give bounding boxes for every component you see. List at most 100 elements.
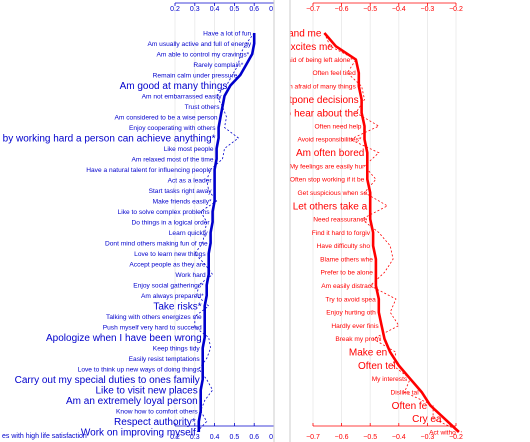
item-label: Prefer to be alone [320, 270, 373, 277]
item-label: Push myself very hard to succeed [103, 324, 202, 331]
tick-label-bottom: 0.4 [210, 434, 220, 441]
item-label: Act witho [429, 429, 456, 436]
item-label: Learn quickly [169, 230, 209, 237]
tick-label-top: 0.6 [249, 6, 259, 13]
item-label: Know how to comfort others [116, 408, 198, 415]
item-label: Enjoy hurting oth [326, 310, 376, 317]
item-label: Dont mind others making fun of me [105, 240, 208, 247]
item-label: Have a natural talent for influencing pe… [86, 167, 212, 174]
item-label: Take risks* [153, 302, 201, 313]
tick-label-top: 0.3 [190, 6, 200, 13]
item-label: Apologize when I have been wrong [46, 333, 202, 344]
tick-label-bottom: −0.2 [449, 434, 463, 441]
dashed-series-line [324, 32, 462, 433]
item-label: Break my promi [335, 336, 382, 343]
item-label: Often fe [392, 401, 428, 412]
item-label: Am relaxed most of the time [131, 156, 213, 163]
item-label: Love to think up new ways of doing thing… [78, 366, 201, 373]
tick-label-bottom: 0.3 [190, 434, 200, 441]
item-label: Try to avoid spea [325, 296, 376, 303]
tick-label-top: −0.6 [335, 6, 349, 13]
item-label: Accept people as they are [129, 261, 206, 268]
item-label: Often feel tired [313, 70, 357, 77]
item-label: Make en [349, 348, 387, 359]
item-label: Like to visit new places [95, 386, 197, 397]
item-label: Often feel that others misunderstand me [143, 29, 322, 40]
item-label: Am usually active and full of energy [147, 41, 251, 48]
item-label: Keep things tidy [153, 345, 201, 352]
item-label: Often stop working if it be [290, 177, 365, 184]
item-label: Postpone decisions [272, 95, 359, 106]
item-label: Hardly ever finis [331, 323, 379, 330]
tick-label-top: −0.3 [420, 6, 434, 13]
item-label: Am always prepared* [141, 293, 204, 300]
item-label: Work hard [175, 272, 206, 279]
item-label: Find that nothing excites me [208, 42, 334, 53]
item-label: Often tel [358, 361, 396, 372]
item-label: Like most people [164, 146, 214, 153]
tick-label-top: −0.5 [363, 6, 377, 13]
item-label: Carry out my special duties to ones fami… [15, 375, 200, 386]
tick-label-top: 0.7 [269, 6, 279, 13]
tick-label-bottom: 0.5 [230, 434, 240, 441]
item-label: Find it hard to forgiv [312, 230, 371, 237]
item-label: Am often bored [296, 148, 364, 159]
item-label: Am good at many things [120, 81, 228, 92]
item-label: Get suspicious when so [298, 190, 368, 197]
item-label: Rarely complain* [193, 62, 243, 69]
item-label: Blame others whe [320, 256, 373, 263]
item-label: Believe that by working hard a person ca… [0, 134, 216, 145]
tick-label-bottom: −0.4 [392, 434, 406, 441]
tick-label-top: −0.4 [392, 6, 406, 13]
item-label: Am able to control my cravings* [157, 51, 250, 58]
item-label: Am not embarrassed easily [142, 93, 223, 100]
item-label: Love to learn new things [134, 251, 206, 258]
item-label: Am easily distract [321, 283, 373, 290]
item-label: Act as a leader [168, 177, 213, 184]
item-label: Let others take a [293, 201, 368, 212]
item-label: Need reassurance [313, 217, 367, 224]
tick-label-top: 0.5 [230, 6, 240, 13]
tick-label-bottom: −0.7 [306, 434, 320, 441]
item-label: My interests [372, 376, 408, 383]
item-label: Enjoy cooperating with others [129, 125, 216, 132]
item-label: Often need help [315, 123, 362, 130]
item-label: Start tasks right away [149, 188, 213, 195]
item-label: Have a lot of fun [203, 30, 251, 37]
item-label: Am considered to be a wise person [115, 114, 218, 121]
item-label: Have difficulty sho [317, 243, 371, 250]
tick-label-top: −0.2 [449, 6, 463, 13]
item-label: Like to solve complex problems [118, 209, 211, 216]
item-label: Trust others [185, 104, 221, 111]
item-label: Enjoy social gatherings* [133, 282, 204, 289]
item-label: Easily resist temptations [129, 356, 201, 363]
item-label: Work on improving myself [81, 428, 196, 439]
item-label: Remain calm under pressure [153, 72, 238, 79]
footer-note: es with high life satisfaction [2, 433, 87, 440]
item-label: Am afraid of being left alone* [268, 57, 353, 64]
item-label: Dislike tal [390, 389, 419, 396]
solid-series-line [323, 32, 460, 433]
tick-label-bottom: 0.7 [269, 434, 279, 441]
tick-label-bottom: −0.3 [420, 434, 434, 441]
item-label: Am an extremely loyal person [66, 396, 198, 407]
tick-label-bottom: 0.6 [249, 434, 259, 441]
item-label: Respect authority* [114, 417, 196, 428]
solid-series-line [197, 33, 256, 432]
panel-1: 0.2 0.2 0.3 0.3 0.4 0.4 0.5 0.5 0.6 0.6 0.7 0.7 Have… [0, 2, 279, 441]
tick-label-top: −0.7 [306, 6, 320, 13]
panel-2: −0.7 −0.7 −0.6 −0.6 −0.5 −0.5 −0.4 −0.4 −0.3 −0.3… [143, 2, 463, 441]
item-label: Hate to hear about the [259, 108, 359, 119]
tick-label-bottom: −0.6 [335, 434, 349, 441]
tick-label-top: 0.4 [210, 6, 220, 13]
tick-label-bottom: −0.5 [363, 434, 377, 441]
item-label: Avoid responsibilities* [297, 137, 361, 144]
item-label: Cry ea [412, 414, 442, 425]
item-label: Make friends easily* [153, 198, 212, 205]
tick-label-bottom: 0.2 [170, 434, 180, 441]
tick-label-top: 0.2 [170, 6, 180, 13]
item-label: My feelings are easily hur [290, 163, 366, 170]
item-label: Do things in a logical order [132, 219, 211, 226]
item-label: Am afraid of many things [283, 84, 357, 91]
